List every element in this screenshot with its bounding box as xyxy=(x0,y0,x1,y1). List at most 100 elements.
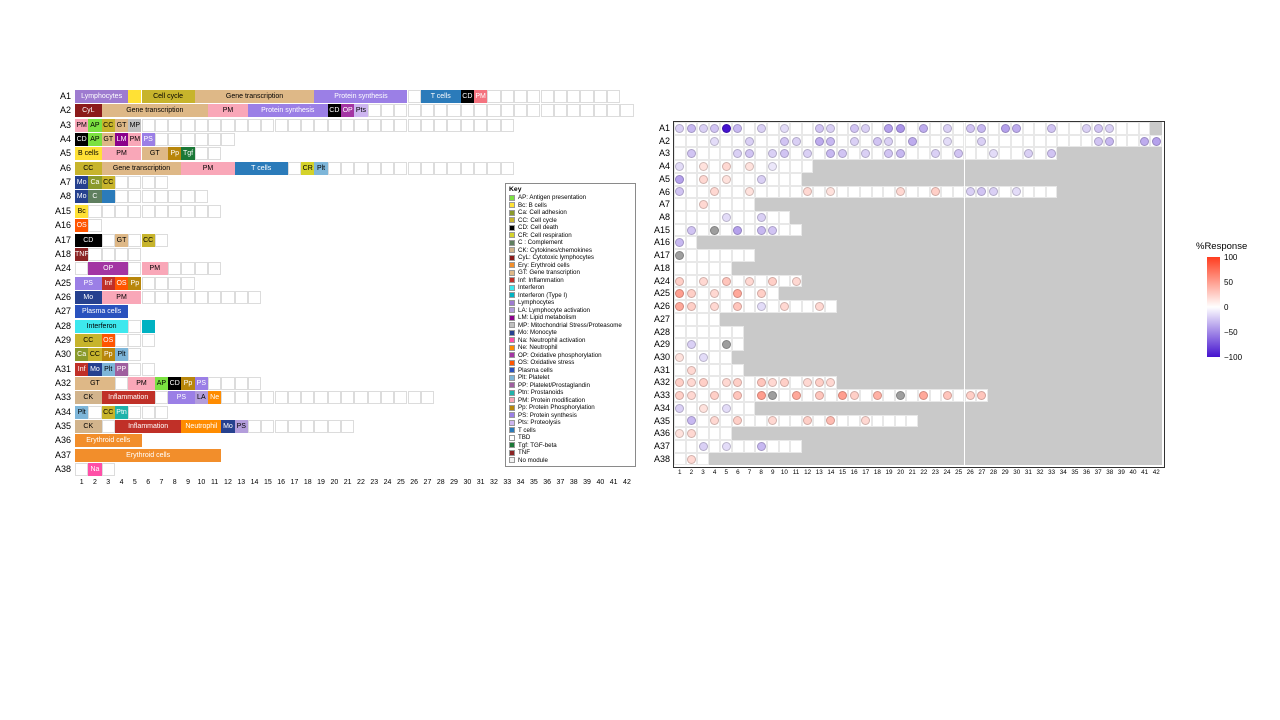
grid-cell xyxy=(1080,452,1093,466)
scale-legend-title: %Response xyxy=(1196,241,1248,252)
grid-cell xyxy=(778,325,791,339)
empty-module-cell xyxy=(141,290,155,304)
response-dot xyxy=(675,162,685,172)
module-block: T cells xyxy=(420,90,461,103)
grid-cell xyxy=(941,185,953,199)
response-dot xyxy=(710,225,720,235)
grid-cell xyxy=(1127,172,1139,186)
grid-cell xyxy=(708,440,721,453)
grid-cell xyxy=(976,198,988,212)
response-dot xyxy=(733,390,743,400)
empty-module-cell xyxy=(487,161,501,175)
x-tick-label: 35 xyxy=(529,479,538,487)
grid-cell xyxy=(801,427,814,440)
grid-cell xyxy=(1010,440,1023,453)
grid-cell xyxy=(929,274,942,288)
grid-cell xyxy=(732,198,744,212)
empty-module-cell xyxy=(208,118,222,132)
response-dot xyxy=(686,378,696,388)
module-block: CK xyxy=(75,391,102,405)
grid-cell xyxy=(987,440,1000,453)
empty-module-cell xyxy=(141,405,155,419)
module-block: PM xyxy=(128,133,142,147)
grid-cell xyxy=(848,261,860,275)
x-tick-label: 29 xyxy=(1001,469,1009,477)
key-item: LM: Lipid metabolism xyxy=(509,314,632,322)
module-block: Pp xyxy=(168,147,182,161)
grid-cell xyxy=(1010,325,1023,339)
grid-cell xyxy=(941,198,953,212)
grid-cell xyxy=(1080,440,1093,453)
empty-module-cell xyxy=(341,118,355,132)
grid-cell xyxy=(964,401,977,415)
grid-cell xyxy=(918,261,930,275)
module-block: PM xyxy=(101,290,142,304)
grid-cell xyxy=(1057,401,1070,415)
grid-cell xyxy=(1069,401,1081,415)
grid-cell xyxy=(778,440,791,453)
response-dot xyxy=(814,136,824,146)
module-block: GT xyxy=(114,233,129,247)
grid-cell xyxy=(976,312,988,326)
x-tick-label: 19 xyxy=(885,469,893,477)
empty-module-cell xyxy=(181,290,195,304)
key-swatch xyxy=(509,434,515,441)
grid-cell xyxy=(1080,389,1093,402)
grid-cell xyxy=(1092,211,1104,224)
grid-cell xyxy=(708,401,721,415)
empty-module-cell xyxy=(181,276,195,290)
grid-cell xyxy=(848,160,860,173)
empty-module-cell xyxy=(407,391,421,405)
grid-cell xyxy=(778,185,791,199)
grid-cell xyxy=(964,350,977,364)
grid-cell xyxy=(1150,172,1163,186)
grid-cell xyxy=(1150,350,1163,364)
response-dot xyxy=(826,416,836,426)
empty-module-cell xyxy=(101,233,115,247)
grid-cell xyxy=(1092,160,1104,173)
grid-cell xyxy=(871,376,884,390)
module-block: CC xyxy=(141,233,155,247)
grid-cell xyxy=(941,427,953,440)
grid-cell xyxy=(929,414,942,428)
row-label: A16 xyxy=(653,237,670,248)
grid-cell xyxy=(1022,223,1035,237)
grid-cell xyxy=(941,338,953,351)
grid-cell xyxy=(1034,363,1046,377)
grid-cell xyxy=(836,300,849,313)
x-tick-label: 14 xyxy=(250,479,259,487)
grid-cell xyxy=(1115,160,1128,173)
grid-cell xyxy=(987,312,1000,326)
grid-cell xyxy=(685,134,698,148)
grid-cell xyxy=(743,325,756,339)
grid-cell xyxy=(976,172,988,186)
grid-cell xyxy=(1045,249,1058,262)
grid-cell xyxy=(674,338,686,351)
empty-module-cell xyxy=(553,104,568,118)
grid-cell xyxy=(743,211,756,224)
grid-cell xyxy=(1022,236,1035,250)
key-item-label: CyL: Cytotoxic lymphocytes xyxy=(518,254,594,261)
grid-cell xyxy=(1103,274,1116,288)
grid-cell xyxy=(871,147,884,161)
grid-cell xyxy=(1069,414,1081,428)
key-swatch xyxy=(509,352,515,359)
grid-cell xyxy=(1010,363,1023,377)
x-tick-label: 21 xyxy=(343,479,352,487)
grid-cell xyxy=(859,312,872,326)
grid-cell xyxy=(1080,185,1093,199)
module-block: TNF xyxy=(75,247,89,261)
grid-cell xyxy=(929,160,942,173)
grid-cell xyxy=(813,147,826,161)
grid-cell xyxy=(720,350,733,364)
grid-cell xyxy=(766,211,779,224)
grid-cell xyxy=(674,452,686,466)
grid-cell xyxy=(929,401,942,415)
grid-cell xyxy=(732,452,744,466)
grid-cell xyxy=(848,414,860,428)
grid-cell xyxy=(1127,236,1139,250)
grid-cell xyxy=(732,249,744,262)
module-block: CC xyxy=(88,348,102,362)
grid-cell xyxy=(1103,160,1116,173)
row-label: A35 xyxy=(54,421,71,432)
